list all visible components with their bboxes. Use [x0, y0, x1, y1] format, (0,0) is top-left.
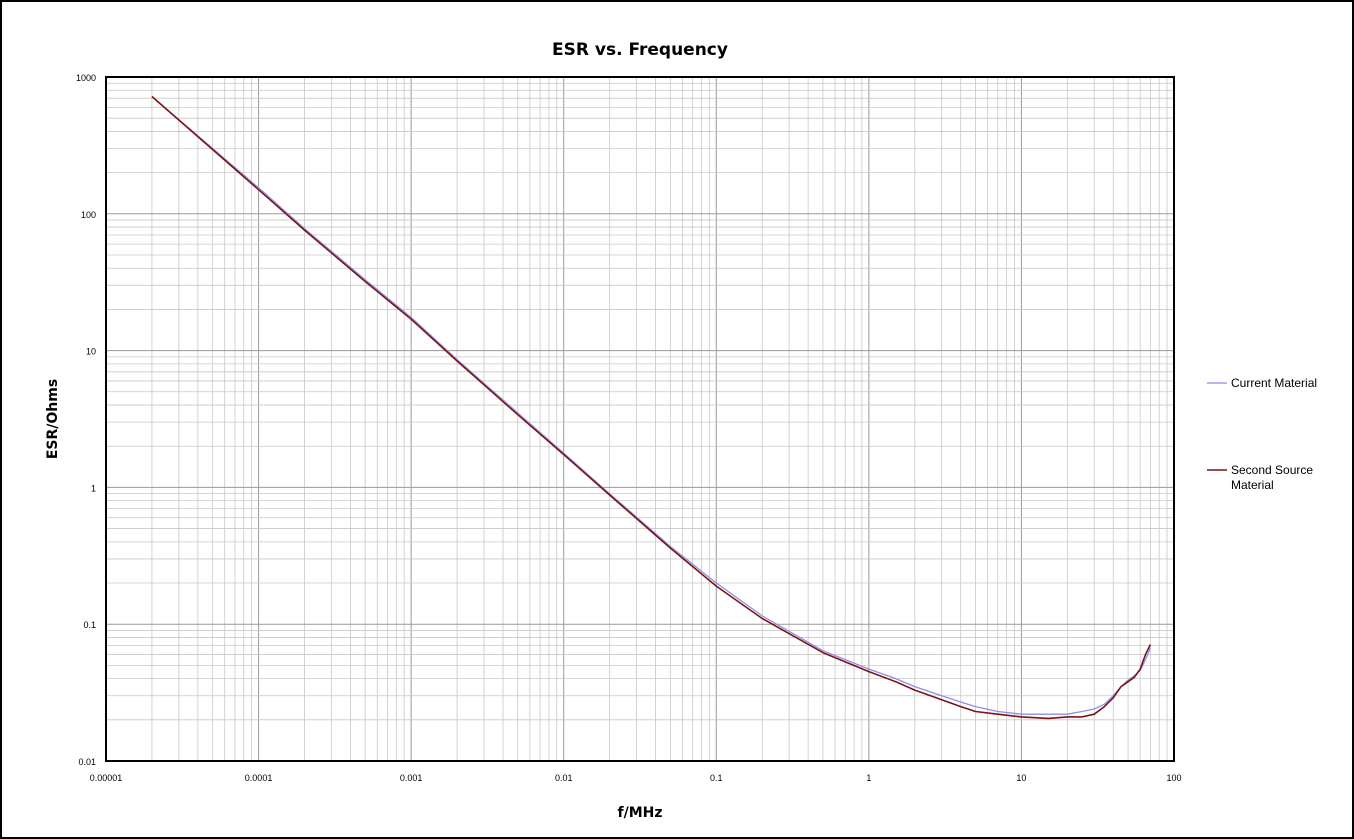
- x-tick-label: 0.01: [555, 773, 573, 783]
- x-tick-label: 0.1: [710, 773, 723, 783]
- y-tick-label: 100: [81, 210, 96, 220]
- x-tick-label: 1: [866, 773, 871, 783]
- x-tick-label: 0.001: [400, 773, 423, 783]
- y-tick-label: 0.1: [83, 620, 96, 630]
- legend: Current Material Second Source Material: [1207, 376, 1317, 492]
- x-tick-label: 100: [1166, 773, 1181, 783]
- y-tick-label: 1000: [76, 73, 96, 83]
- x-tick-label: 10: [1016, 773, 1026, 783]
- y-axis-title: ESR/Ohms: [45, 379, 61, 459]
- y-tick-label: 1: [91, 483, 96, 493]
- chart-title: ESR vs. Frequency: [552, 40, 728, 60]
- tick-labels: 0.00001 0.0001 0.001 0.01 0.1 1 10 100 0.01 0.1 1 1…: [76, 73, 1182, 783]
- x-tick-label: 0.0001: [245, 773, 273, 783]
- y-tick-label: 10: [86, 347, 96, 357]
- legend-label: Current Material: [1231, 376, 1317, 390]
- series-layer: [151, 95, 1152, 720]
- grid: [105, 77, 1174, 762]
- x-axis-title: f/MHz: [617, 805, 662, 821]
- x-tick-label: 0.00001: [90, 773, 123, 783]
- plot-area-border: [105, 76, 1175, 762]
- legend-label: Second Source Material: [1231, 463, 1313, 492]
- y-tick-label: 0.01: [78, 757, 96, 767]
- series-line-second-source-material: [151, 95, 1152, 720]
